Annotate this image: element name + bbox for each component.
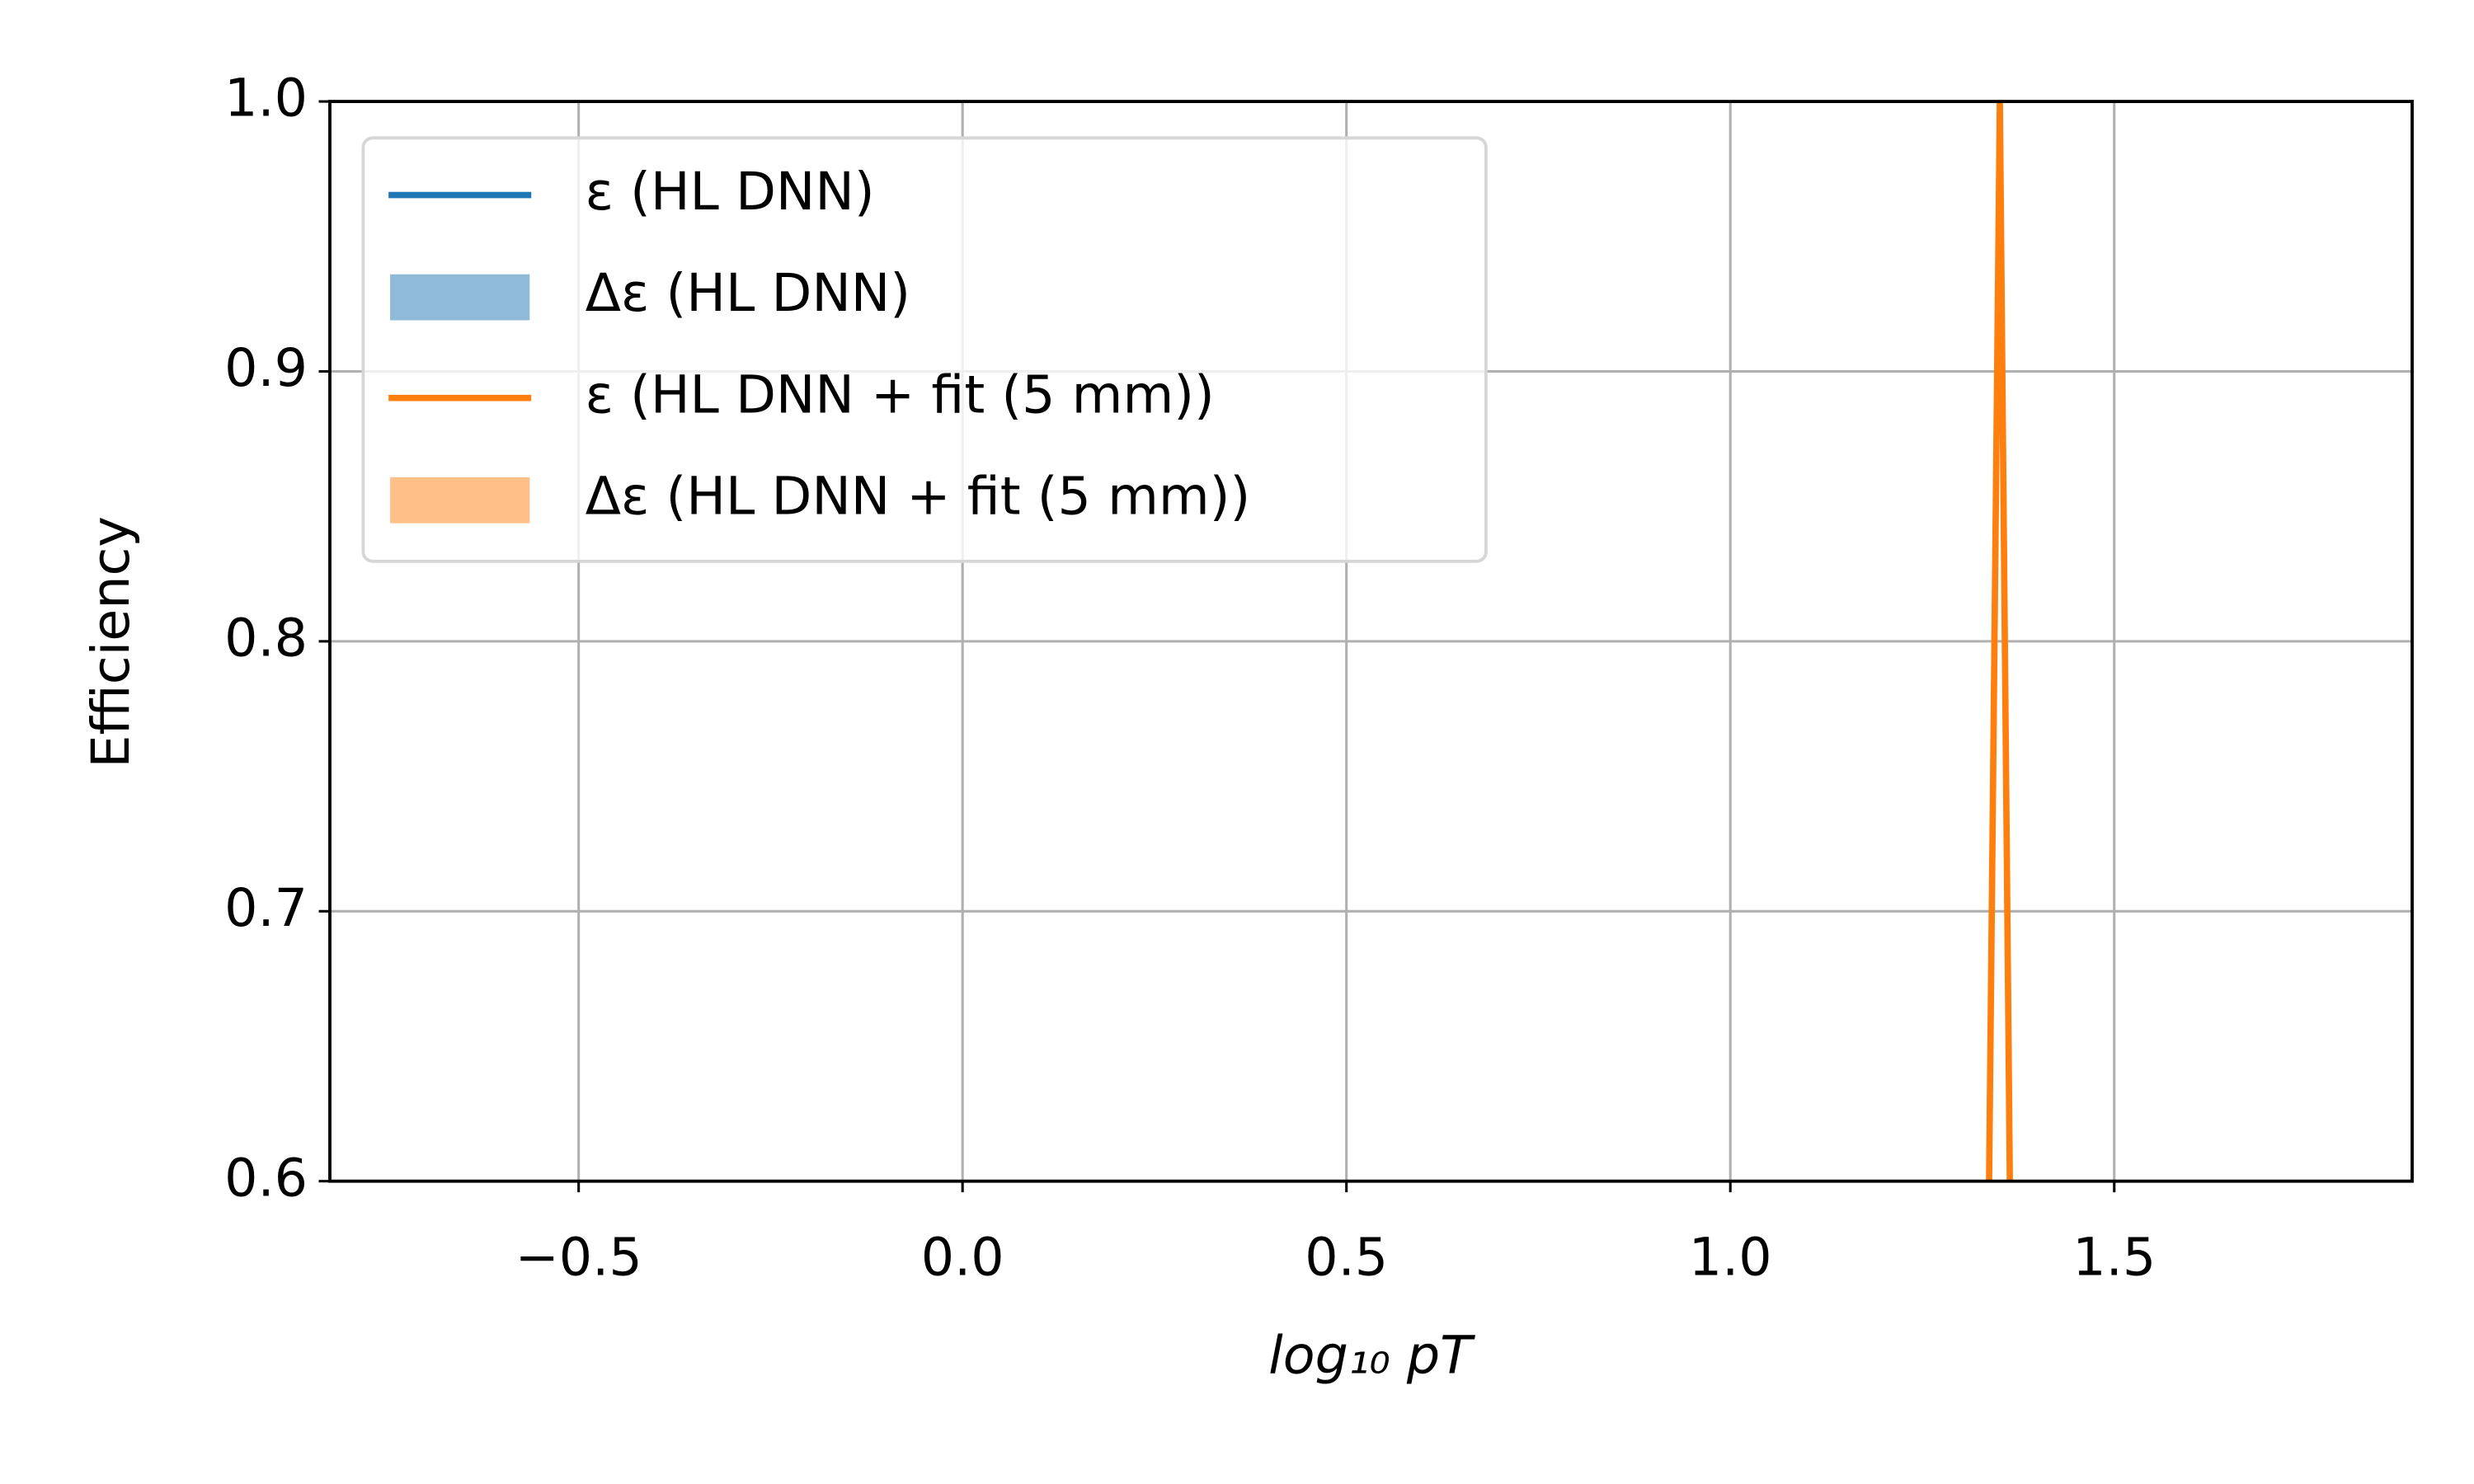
legend-swatch — [390, 274, 530, 321]
y-tick-label: 0.8 — [224, 607, 308, 668]
legend-label: Δε (HL DNN + fit (5 mm)) — [586, 465, 1251, 526]
x-tick-label: 1.0 — [1689, 1226, 1772, 1287]
series-line — [1986, 101, 2013, 1181]
legend-box — [361, 136, 1488, 563]
x-axis-label: log₁₀ pT — [1268, 1325, 1475, 1386]
y-tick-label: 0.9 — [224, 337, 308, 398]
y-axis-label: Efficiency — [80, 516, 141, 768]
ticks: −0.5 0.0 0.5 1.0 1.5 0.6 0.7 0.8 0.9 1.0 — [224, 68, 2156, 1288]
y-tick-label: 0.6 — [224, 1147, 308, 1208]
y-tick-label: 1.0 — [224, 68, 308, 129]
x-tick-label: 1.5 — [2072, 1226, 2156, 1287]
legend-label: Δε (HL DNN) — [586, 262, 910, 323]
x-tick-label: 0.5 — [1305, 1226, 1388, 1287]
y-tick-label: 0.7 — [224, 877, 308, 938]
legend-swatch — [390, 477, 530, 524]
x-tick-label: −0.5 — [515, 1226, 642, 1287]
legend-label: ε (HL DNN + fit (5 mm)) — [586, 364, 1215, 425]
legend: ε (HL DNN) Δε (HL DNN) ε (HL DNN + fit (5 … — [361, 136, 1488, 563]
x-tick-label: 0.0 — [921, 1226, 1004, 1287]
legend-label: ε (HL DNN) — [586, 161, 875, 222]
plot-area — [1986, 101, 2013, 1181]
